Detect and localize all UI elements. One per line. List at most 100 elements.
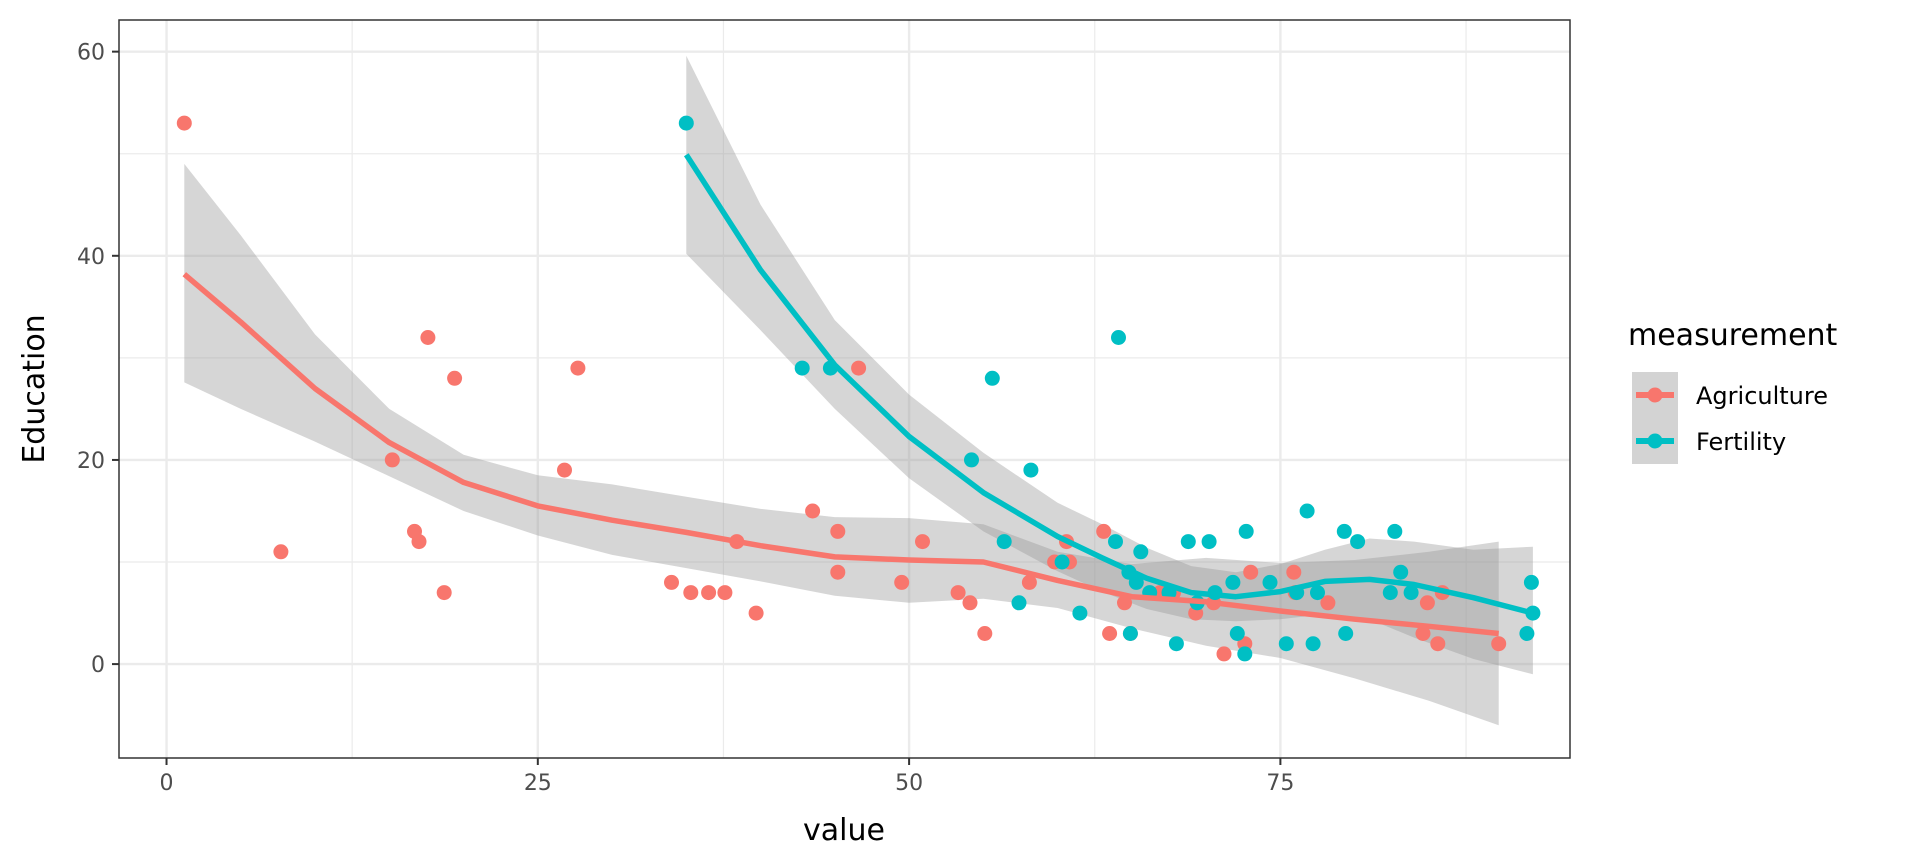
agriculture-point (950, 585, 966, 601)
fertility-point (1201, 534, 1217, 550)
agriculture-point (977, 626, 993, 641)
fertility-point (1310, 585, 1325, 601)
agriculture-point (894, 574, 910, 590)
fertility-smooth-line (683, 153, 1534, 616)
fertility-point (1519, 626, 1535, 641)
fertility-point (1168, 636, 1184, 652)
y-tick-label: 40 (77, 245, 105, 270)
agriculture-point (176, 115, 192, 131)
agriculture-point (830, 523, 846, 539)
agriculture-point (557, 462, 572, 478)
fertility-point (1382, 585, 1398, 601)
fertility-point (1238, 523, 1254, 539)
fertility-point (964, 452, 979, 468)
legend-title: measurement (1628, 318, 1838, 353)
x-tick-label: 0 (160, 771, 174, 796)
fertility-point (1403, 585, 1419, 601)
y-tick-label: 20 (77, 449, 105, 474)
agriculture-point (436, 585, 452, 601)
agriculture-point (273, 544, 289, 560)
fertility-point (1122, 626, 1138, 641)
agriculture-point (962, 595, 978, 611)
agriculture-point (1117, 595, 1132, 611)
agriculture-point (1415, 626, 1431, 641)
fertility-point (794, 360, 810, 376)
agriculture-point (420, 330, 436, 345)
agriculture-point (411, 534, 427, 550)
y-tick-label: 60 (77, 41, 105, 66)
smooth-lines (182, 153, 1534, 637)
fertility-point (1072, 605, 1088, 621)
agriculture-point (384, 452, 400, 468)
legend-item-fertility: Fertility (1632, 418, 1786, 464)
panel-background (119, 20, 1570, 758)
fertility-point (1133, 544, 1149, 560)
fertility-point (1180, 534, 1196, 550)
fertility-point (1393, 564, 1409, 580)
legend-point-icon (1647, 433, 1663, 449)
y-axis-title: Education (17, 314, 52, 463)
data-points (176, 115, 1541, 662)
y-tick-label: 0 (91, 653, 105, 678)
agriculture-point (1216, 646, 1232, 662)
agriculture-smooth-line (182, 272, 1499, 637)
agriculture-point (1096, 523, 1112, 539)
fertility-point (1305, 636, 1321, 652)
fertility-point (984, 370, 1000, 386)
major-gridlines (119, 20, 1570, 758)
fertility-point (1108, 534, 1123, 550)
x-axis: 0 25 50 75 (160, 758, 1294, 796)
fertility-point (1054, 554, 1070, 570)
fertility-point (996, 534, 1012, 550)
fertility-point (1111, 330, 1126, 345)
agriculture-point (851, 360, 867, 376)
agriculture-point (1320, 595, 1336, 611)
legend-item-agriculture: Agriculture (1632, 372, 1828, 418)
fertility-point (1338, 626, 1354, 641)
agriculture-point (1102, 626, 1118, 641)
agriculture-point (717, 585, 733, 601)
agriculture-point (805, 503, 821, 519)
fertility-point (1336, 523, 1352, 539)
agriculture-point (1491, 636, 1507, 652)
fertility-point (1237, 646, 1253, 662)
fertility-point (1023, 462, 1039, 478)
fertility-point (1229, 626, 1245, 641)
agriculture-point (447, 370, 463, 386)
agriculture-point (1243, 564, 1259, 580)
fertility-point (1225, 574, 1241, 590)
fertility-point (1523, 574, 1539, 590)
x-tick-label: 50 (895, 771, 923, 796)
fertility-point (678, 115, 694, 131)
agriculture-point (748, 605, 764, 621)
agriculture-point (1430, 636, 1446, 652)
fertility-point (1278, 636, 1294, 652)
x-tick-label: 75 (1266, 771, 1294, 796)
legend: measurement Agriculture Fertility (1628, 318, 1838, 464)
agriculture-point (830, 564, 846, 580)
agriculture-point (570, 360, 586, 376)
agriculture-point (1021, 574, 1037, 590)
fertility-point (1299, 503, 1315, 519)
y-axis: 0 20 40 60 (77, 41, 119, 678)
plot-panel (118, 19, 1571, 759)
minor-gridlines (119, 20, 1570, 758)
fertility-point (1011, 595, 1027, 611)
agriculture-point (1286, 564, 1302, 580)
panel-border (118, 19, 1571, 759)
legend-label: Fertility (1696, 428, 1786, 456)
fertility-point (1350, 534, 1366, 550)
agriculture-point (1419, 595, 1435, 611)
agriculture-point (664, 574, 679, 590)
fertility-point (1262, 574, 1278, 590)
fertility-point (1128, 574, 1144, 590)
agriculture-point (683, 585, 699, 601)
agriculture-point (915, 534, 930, 550)
fertility-point (1387, 523, 1403, 539)
x-tick-label: 25 (524, 771, 552, 796)
x-axis-title: value (803, 813, 885, 848)
agriculture-point (701, 585, 717, 601)
legend-point-icon (1647, 387, 1663, 403)
legend-label: Agriculture (1696, 382, 1828, 410)
